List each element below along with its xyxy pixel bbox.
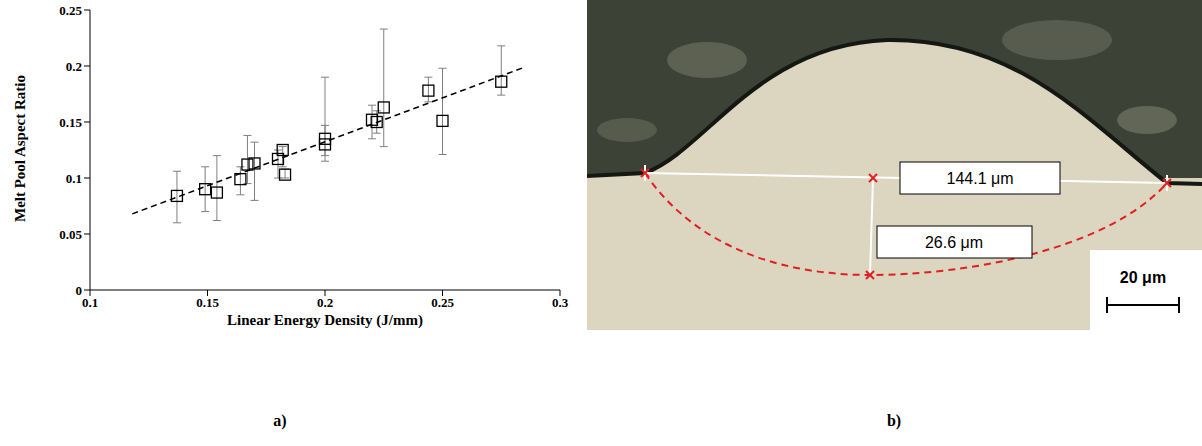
svg-text:0.2: 0.2 xyxy=(66,59,82,74)
svg-text:0: 0 xyxy=(76,283,83,298)
svg-text:26.6 μm: 26.6 μm xyxy=(925,234,983,251)
svg-text:0.2: 0.2 xyxy=(317,295,333,310)
svg-text:144.1 μm: 144.1 μm xyxy=(946,170,1013,187)
html-text:Melt Pool Aspect Ratio: Melt Pool Aspect Ratio xyxy=(11,75,28,222)
html-text:a): a) xyxy=(273,412,287,429)
svg-text:0.3: 0.3 xyxy=(552,295,569,310)
svg-text:0.1: 0.1 xyxy=(82,295,98,310)
html-text:Linear Energy Density (J/mm): Linear Energy Density (J/mm) xyxy=(227,312,423,328)
svg-text:0.25: 0.25 xyxy=(431,295,454,310)
svg-text:0.15: 0.15 xyxy=(196,295,219,310)
svg-text:0.05: 0.05 xyxy=(59,227,82,242)
svg-text:0.15: 0.15 xyxy=(59,115,82,130)
svg-text:20 μm: 20 μm xyxy=(1120,269,1166,286)
svg-text:0.1: 0.1 xyxy=(66,171,82,186)
svg-text:0.25: 0.25 xyxy=(59,3,82,18)
html-text:b): b) xyxy=(886,412,902,429)
